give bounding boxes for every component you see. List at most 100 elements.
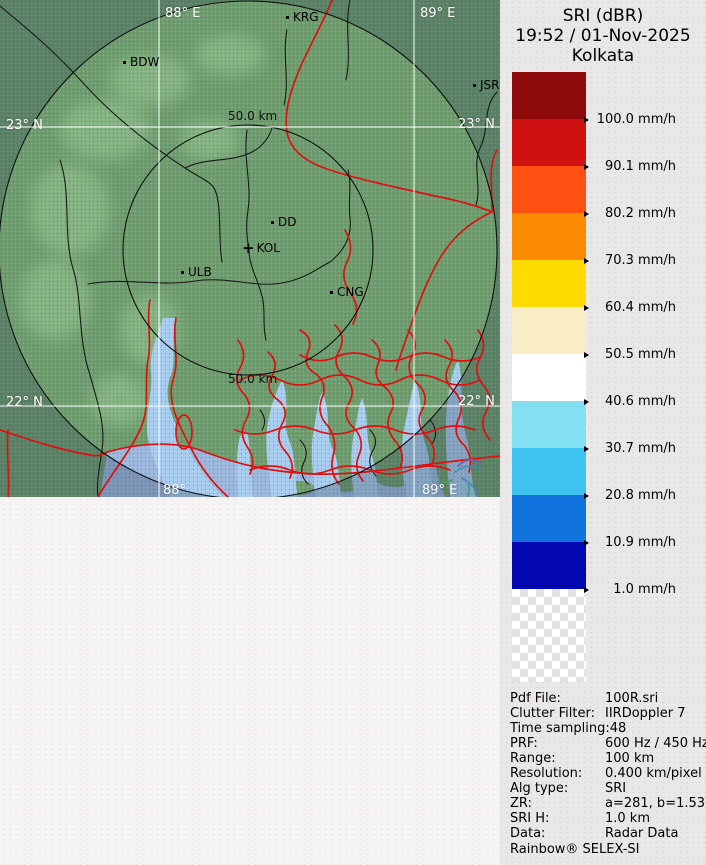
metadata-label: Data:	[510, 826, 546, 841]
metadata-value: 1.0 km	[605, 811, 650, 826]
city-marker-krg: KRG	[286, 10, 319, 24]
product-datetime: 19:52 / 01-Nov-2025	[515, 26, 691, 46]
legend-color-bar	[512, 72, 586, 589]
metadata-row: SRI H: 1.0 km	[510, 811, 702, 826]
metadata-value: 100R.sri	[605, 691, 659, 706]
legend-entry-label: 70.3 mm/h	[604, 253, 676, 268]
city-dot-icon	[123, 60, 126, 64]
lon-label-bottom-88: 88°	[163, 483, 187, 497]
legend-swatch	[512, 260, 586, 307]
legend-arrow-icon	[584, 116, 589, 123]
metadata-label: Range:	[510, 751, 556, 766]
legend-entry: 20.8 mm/h	[584, 488, 676, 503]
product-title: SRI (dBR)	[562, 6, 644, 26]
city-marker-jsr: JSR	[473, 78, 500, 92]
metadata-row: Pdf File: 100R.sri	[510, 691, 702, 706]
legend-entry-label: 100.0 mm/h	[596, 112, 676, 127]
legend-swatch	[512, 401, 586, 448]
metadata-value: 100 km	[605, 751, 655, 766]
city-marker-ulb: ULB	[181, 265, 212, 279]
metadata-label: Alg type:	[510, 781, 569, 796]
legend-arrow-icon	[584, 445, 589, 452]
metadata-value: IIRDoppler 7	[605, 706, 686, 721]
metadata-label: Clutter Filter:	[510, 706, 595, 721]
info-panel: SRI (dBR) 19:52 / 01-Nov-2025 Kolkata 10…	[500, 0, 706, 865]
legend-arrow-icon	[584, 351, 589, 358]
legend-entry: 70.3 mm/h	[584, 253, 676, 268]
legend-swatch	[512, 72, 586, 119]
legend-entry-label: 60.4 mm/h	[604, 300, 676, 315]
radar-site-cross-icon: +	[242, 239, 255, 257]
metadata-value: a=281, b=1.53	[605, 796, 706, 811]
lon-label-top-88e: 88° E	[165, 6, 201, 21]
legend-entry: 60.4 mm/h	[584, 300, 676, 315]
product-header: SRI (dBR) 19:52 / 01-Nov-2025 Kolkata	[500, 6, 706, 66]
legend-entry-label: 30.7 mm/h	[604, 441, 676, 456]
city-marker-cng: CNG	[330, 285, 364, 299]
legend-entry-label: 10.9 mm/h	[604, 535, 676, 550]
radar-map: 88° E 89° E 88° 89° E 23° N 23° N 22° N …	[0, 0, 500, 497]
software-brand: Rainbow® SELEX-SI	[510, 842, 640, 857]
metadata-row: ZR: a=281, b=1.53	[510, 796, 706, 811]
legend-swatch	[512, 213, 586, 260]
legend-swatch	[512, 119, 586, 166]
legend-swatch	[512, 166, 586, 213]
metadata-value: Radar Data	[605, 826, 679, 841]
legend-entry: 40.6 mm/h	[584, 394, 676, 409]
scan-metadata: Pdf File: 100R.sri Clutter Filter: IIRDopp…	[510, 691, 706, 857]
legend-entry: 80.2 mm/h	[584, 206, 676, 221]
metadata-row: Data: Radar Data	[510, 826, 702, 841]
city-label: ULB	[188, 265, 212, 279]
map-graphics	[0, 0, 500, 497]
metadata-label: Time sampling:	[510, 721, 610, 736]
range-ring-label-top: 50.0 km	[228, 109, 278, 123]
metadata-row: Clutter Filter: IIRDoppler 7	[510, 706, 702, 721]
city-label: JSR	[480, 78, 500, 92]
metadata-row: PRF: 600 Hz / 450 Hz	[510, 736, 706, 751]
legend-entry: 90.1 mm/h	[584, 159, 676, 174]
metadata-label: ZR:	[510, 796, 532, 811]
legend-transparent-checker	[512, 589, 586, 682]
legend-swatch	[512, 448, 586, 495]
legend-arrow-icon	[584, 163, 589, 170]
legend-arrow-icon	[584, 586, 589, 593]
city-marker-bdw: BDW	[123, 55, 159, 69]
metadata-label: PRF:	[510, 736, 538, 751]
metadata-value: 600 Hz / 450 Hz	[605, 736, 706, 751]
legend-swatch	[512, 495, 586, 542]
legend-arrow-icon	[584, 539, 589, 546]
legend-entry-label: 50.5 mm/h	[604, 347, 676, 362]
city-label: KOL	[256, 241, 280, 255]
metadata-label: SRI H:	[510, 811, 550, 826]
lat-label-right-22n: 22° N	[458, 394, 495, 409]
legend-entry-label: 80.2 mm/h	[604, 206, 676, 221]
city-dot-icon	[286, 15, 289, 19]
legend-arrow-icon	[584, 304, 589, 311]
metadata-row: Time sampling: 48	[510, 721, 702, 736]
legend-arrow-icon	[584, 492, 589, 499]
legend-entry: 50.5 mm/h	[584, 347, 676, 362]
legend-entry-label: 40.6 mm/h	[604, 394, 676, 409]
radar-site-name: Kolkata	[571, 46, 635, 66]
city-label: BDW	[130, 55, 160, 69]
city-marker-kol-radar-site: + KOL	[242, 239, 280, 257]
city-dot-icon	[181, 270, 184, 274]
metadata-row: Alg type: SRI	[510, 781, 702, 796]
blank-canvas-area	[0, 497, 500, 865]
city-label: KRG	[293, 10, 319, 24]
lat-label-left-23n: 23° N	[6, 118, 43, 133]
legend-entry: 1.0 mm/h	[584, 582, 676, 597]
legend-swatch	[512, 354, 586, 401]
legend-entry-label: 90.1 mm/h	[604, 159, 676, 174]
lat-label-left-22n: 22° N	[6, 395, 43, 410]
city-dot-icon	[330, 290, 333, 294]
city-label: CNG	[337, 285, 364, 299]
metadata-row: Resolution: 0.400 km/pixel	[510, 766, 702, 781]
legend-entry-label: 20.8 mm/h	[604, 488, 676, 503]
metadata-row: Range: 100 km	[510, 751, 702, 766]
legend-entry: 10.9 mm/h	[584, 535, 676, 550]
metadata-value: 48	[609, 721, 627, 736]
city-dot-icon	[473, 83, 476, 87]
lat-label-right-23n: 23° N	[458, 117, 495, 132]
